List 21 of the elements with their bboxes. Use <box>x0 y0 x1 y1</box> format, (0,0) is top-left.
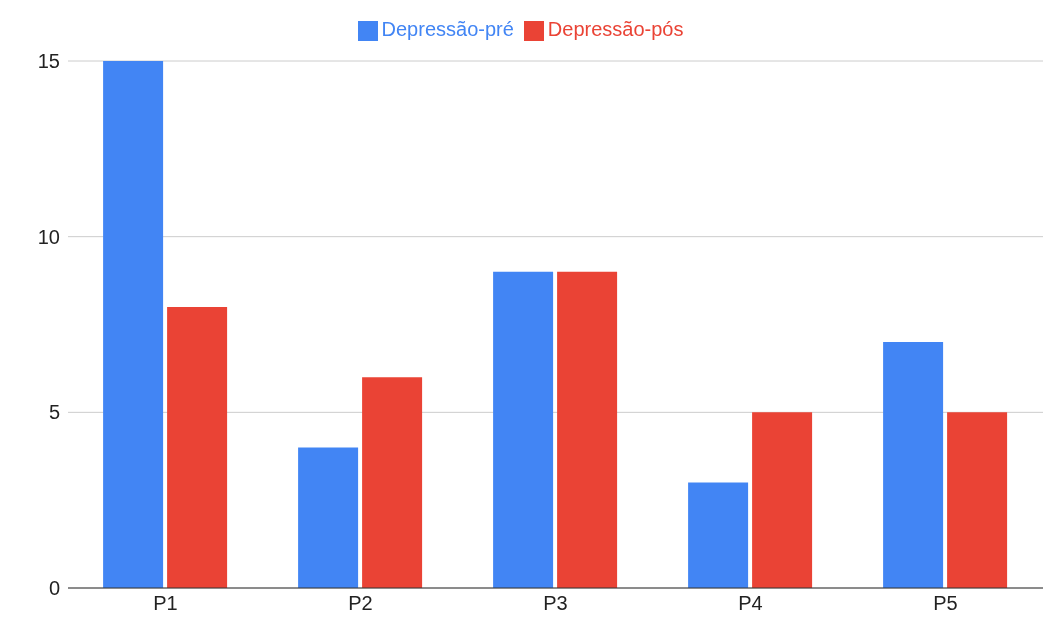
bar <box>362 377 423 588</box>
y-tick-label: 5 <box>48 401 60 424</box>
bar <box>752 412 813 588</box>
bar <box>298 447 359 588</box>
x-tick-label: P2 <box>348 592 373 615</box>
y-tick-label: 10 <box>37 225 60 248</box>
legend-label: Depressão-pré <box>381 18 514 40</box>
bar <box>557 271 618 588</box>
x-tick-label: P4 <box>738 592 763 615</box>
bar <box>883 342 944 588</box>
x-tick-label: P1 <box>153 592 178 615</box>
y-tick-label: 15 <box>37 50 60 73</box>
bar <box>493 271 554 588</box>
x-tick-label: P3 <box>543 592 568 615</box>
bar <box>947 412 1008 588</box>
y-tick-label: 0 <box>48 577 60 600</box>
x-tick-label: P5 <box>933 592 958 615</box>
legend-label: Depressão-pós <box>547 18 684 40</box>
bar <box>688 482 749 588</box>
bar <box>167 306 228 588</box>
bar <box>103 61 164 588</box>
